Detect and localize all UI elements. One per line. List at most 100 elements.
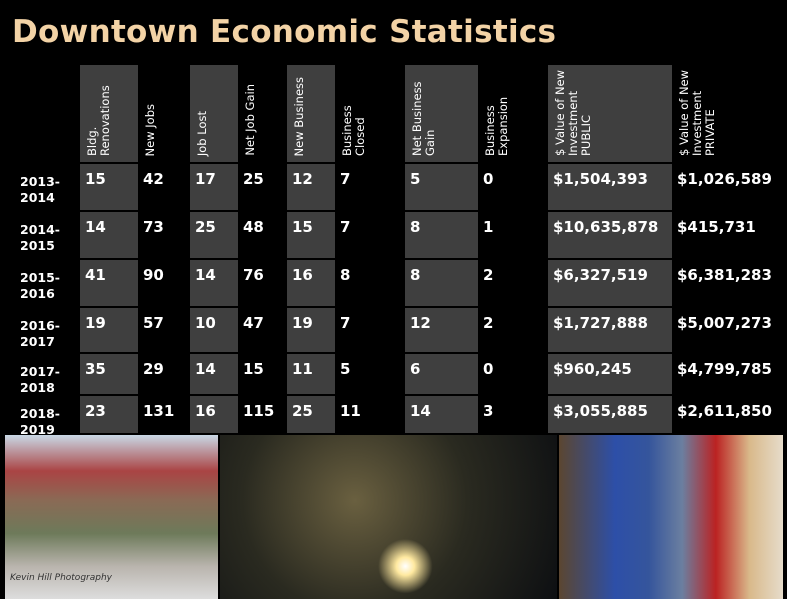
- cell-value: $2,611,850: [677, 402, 772, 420]
- cell-value: 47: [243, 314, 264, 332]
- cell-value: $1,504,393: [553, 170, 648, 188]
- data-cell: $6,327,519: [548, 258, 672, 306]
- row-year-cell: 2017-2018: [15, 352, 80, 395]
- column-header-cell: Business Closed: [335, 65, 405, 162]
- data-cell: 25: [190, 210, 238, 258]
- column-header-cell: [15, 65, 80, 162]
- data-cell: 19: [80, 306, 138, 352]
- photo-credit: Kevin Hill Photography: [10, 573, 112, 583]
- cell-value: 16: [195, 402, 216, 420]
- cell-value: 73: [143, 218, 164, 236]
- cell-value: 3: [483, 402, 494, 420]
- column-header: New Business: [292, 76, 306, 156]
- data-cell: $1,504,393: [548, 162, 672, 210]
- data-cell: 1: [478, 210, 548, 258]
- data-cell: 15: [238, 352, 287, 394]
- cell-value: $3,055,885: [553, 402, 648, 420]
- cell-value: $1,727,888: [553, 314, 648, 332]
- data-cell: 42: [138, 162, 190, 210]
- data-cell: $1,026,589: [672, 162, 778, 210]
- cell-value: 0: [483, 360, 494, 378]
- column-header-cell: New Jobs: [138, 65, 190, 162]
- data-cell: 10: [190, 306, 238, 352]
- cell-value: $4,799,785: [677, 360, 772, 378]
- data-cell: 115: [238, 394, 287, 433]
- row-year: 2014-2015: [20, 222, 60, 253]
- column-header: Bldg. Renovations: [85, 85, 112, 156]
- cell-value: 12: [292, 170, 313, 188]
- row-year: 2018-2019: [20, 406, 60, 437]
- data-cell: 15: [287, 210, 335, 258]
- row-year-cell: 2015-2016: [15, 258, 80, 306]
- data-cell: 14: [190, 352, 238, 394]
- cell-value: 7: [340, 170, 351, 188]
- column-header-cell: Net Business Gain: [405, 65, 478, 162]
- cell-value: 35: [85, 360, 106, 378]
- column-header: $ Value of New Investment PUBLIC: [553, 69, 593, 156]
- data-cell: 14: [405, 394, 478, 433]
- data-cell: 19: [287, 306, 335, 352]
- cell-value: 8: [340, 266, 351, 284]
- cell-value: $6,327,519: [553, 266, 648, 284]
- cell-value: 16: [292, 266, 313, 284]
- data-cell: 5: [335, 352, 405, 394]
- cell-value: $415,731: [677, 218, 756, 236]
- cell-value: 6: [410, 360, 421, 378]
- data-cell: 5: [405, 162, 478, 210]
- data-cell: 41: [80, 258, 138, 306]
- cell-value: 23: [85, 402, 106, 420]
- column-header-cell: Net Job Gain: [238, 65, 287, 162]
- column-header: $ Value of New Investment PRIVATE: [677, 69, 717, 156]
- data-cell: $3,055,885: [548, 394, 672, 433]
- data-cell: 11: [287, 352, 335, 394]
- cell-value: 2: [483, 266, 494, 284]
- data-cell: $6,381,283: [672, 258, 778, 306]
- cell-value: 12: [410, 314, 431, 332]
- data-cell: $5,007,273: [672, 306, 778, 352]
- data-cell: 3: [478, 394, 548, 433]
- row-year: 2016-2017: [20, 318, 60, 349]
- title: Downtown Economic Statistics: [12, 14, 557, 50]
- data-cell: 2: [478, 258, 548, 306]
- cell-value: 42: [143, 170, 164, 188]
- row-year-cell: 2018-2019: [15, 394, 80, 437]
- cell-value: 7: [340, 218, 351, 236]
- cell-value: $5,007,273: [677, 314, 772, 332]
- data-cell: 17: [190, 162, 238, 210]
- column-header-cell: $ Value of New Investment PRIVATE: [672, 65, 778, 162]
- photo-plaza: [5, 435, 218, 599]
- row-year: 2013-2014: [20, 174, 60, 205]
- data-cell: 8: [405, 210, 478, 258]
- cell-value: 14: [195, 360, 216, 378]
- row-year: 2015-2016: [20, 270, 60, 301]
- cell-value: 1: [483, 218, 494, 236]
- cell-value: 11: [340, 402, 361, 420]
- cell-value: 19: [292, 314, 313, 332]
- column-header-cell: Bldg. Renovations: [80, 65, 138, 162]
- cell-value: 41: [85, 266, 106, 284]
- cell-value: 2: [483, 314, 494, 332]
- column-header-cell: $ Value of New Investment PUBLIC: [548, 65, 672, 162]
- column-header-cell: New Business: [287, 65, 335, 162]
- data-cell: 14: [190, 258, 238, 306]
- data-cell: 8: [405, 258, 478, 306]
- row-year-cell: 2016-2017: [15, 306, 80, 352]
- cell-value: 0: [483, 170, 494, 188]
- data-cell: 14: [80, 210, 138, 258]
- data-cell: $960,245: [548, 352, 672, 394]
- stats-table: Bldg. Renovations New Jobs Job Lost Net Job…: [15, 65, 778, 437]
- data-cell: 7: [335, 162, 405, 210]
- row-year: 2017-2018: [20, 364, 60, 395]
- data-cell: 15: [80, 162, 138, 210]
- data-cell: 11: [335, 394, 405, 433]
- cell-value: $10,635,878: [553, 218, 659, 236]
- cell-value: 15: [85, 170, 106, 188]
- cell-value: 25: [243, 170, 264, 188]
- photo-drummers: [559, 435, 783, 599]
- data-cell: 7: [335, 210, 405, 258]
- cell-value: $960,245: [553, 360, 632, 378]
- data-cell: 76: [238, 258, 287, 306]
- data-cell: 0: [478, 162, 548, 210]
- data-cell: 6: [405, 352, 478, 394]
- data-cell: 29: [138, 352, 190, 394]
